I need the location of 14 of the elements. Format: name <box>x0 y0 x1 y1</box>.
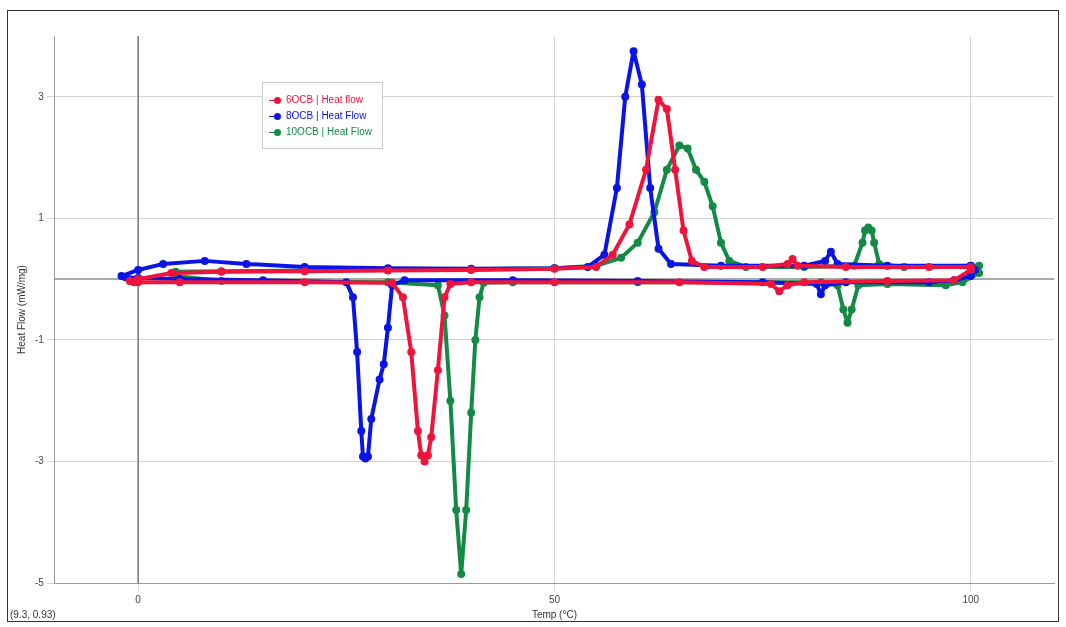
legend-label: 6OCB | Heat flow <box>286 94 364 105</box>
text: (9.3, 0.93) <box>10 609 56 620</box>
y-tick-label: 1 <box>38 212 45 224</box>
y-tick-label: -1 <box>34 333 45 345</box>
y-tick-label: -5 <box>34 576 45 588</box>
legend-label: 10OCB | Heat Flow <box>286 126 372 137</box>
x-axis-title: Temp (°C) <box>531 608 578 620</box>
y-axis-title: Heat Flow (mW/mg) <box>15 265 27 354</box>
x-tick-label: 100 <box>962 593 980 605</box>
y-tick-label: -3 <box>34 455 45 467</box>
x-tick-label: 0 <box>135 593 142 605</box>
legend-label: 8OCB | Heat Flow <box>286 110 367 121</box>
y-tick-label: 3 <box>38 90 45 102</box>
x-tick-label: 50 <box>548 593 561 605</box>
